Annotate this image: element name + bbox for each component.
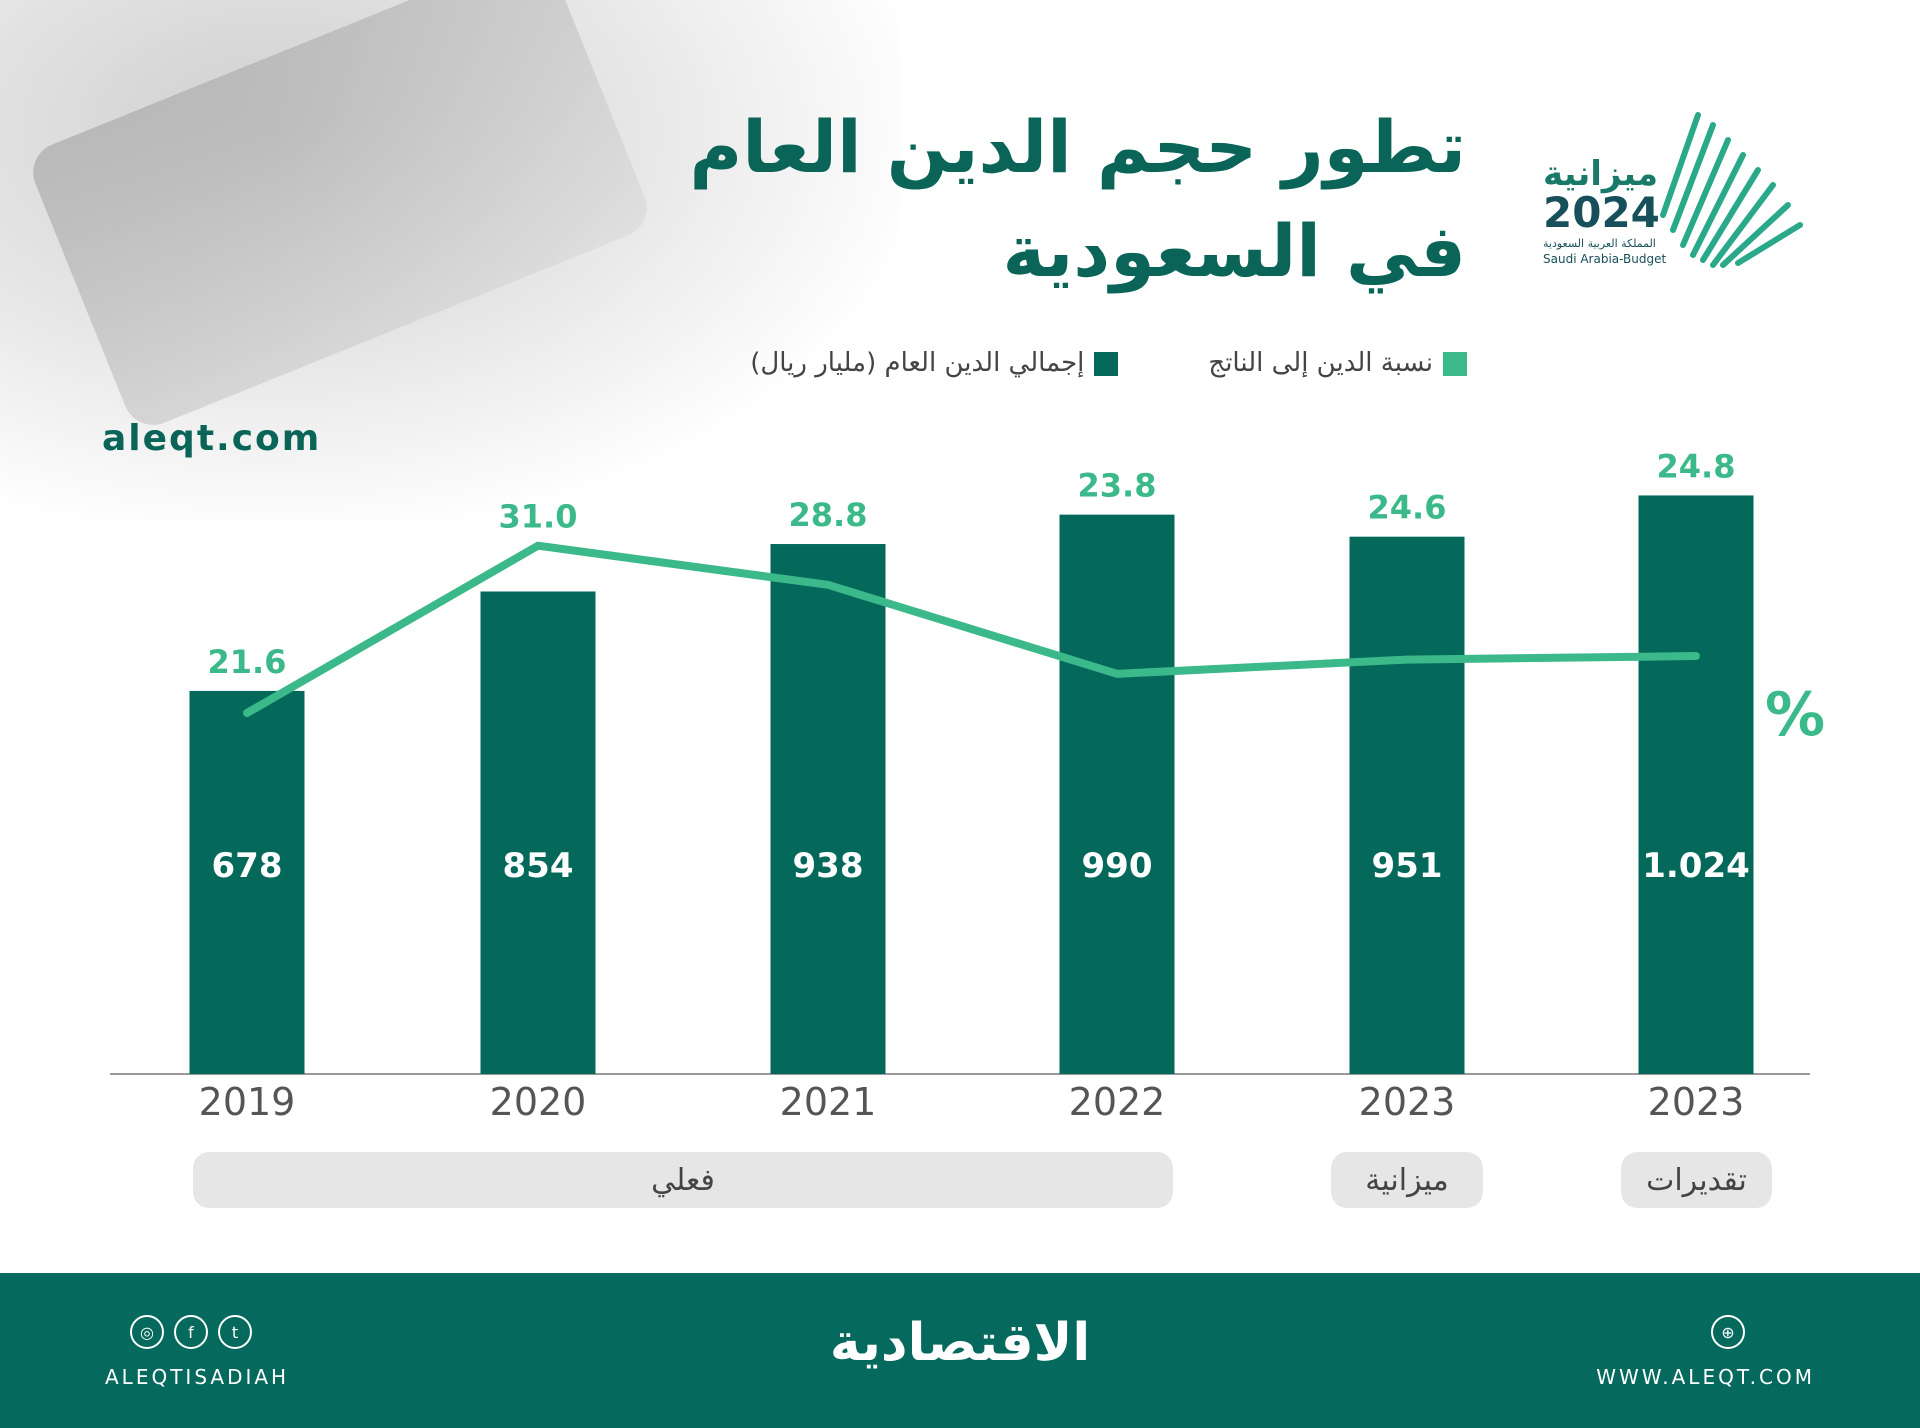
- social-handle: ALEQTISADIAH: [105, 1365, 290, 1389]
- percent-unit-label: %: [1765, 680, 1825, 750]
- x-tick-label: 2019: [199, 1080, 296, 1124]
- x-tick-label: 2023: [1648, 1080, 1745, 1124]
- legend: نسبة الدين إلى الناتج إجمالي الدين العام…: [750, 348, 1467, 378]
- legend-swatch-line: [1443, 351, 1467, 376]
- bar: [480, 591, 596, 1074]
- website-link[interactable]: WWW.ALEQT.COM: [1596, 1365, 1815, 1389]
- facebook-icon[interactable]: f: [174, 1315, 208, 1349]
- twitter-icon[interactable]: t: [218, 1315, 252, 1349]
- x-tick-label: 2022: [1069, 1080, 1166, 1124]
- group-label-actual: فعلي: [193, 1152, 1173, 1208]
- bar: [1059, 514, 1175, 1074]
- legend-item-ratio: نسبة الدين إلى الناتج: [1208, 348, 1467, 378]
- bar: [1349, 536, 1465, 1074]
- chart: 678 2019 854 2020 938 2021 990 2022 951 2023 1.024…: [110, 447, 1825, 1124]
- bar: [189, 690, 305, 1074]
- budget-2024-logo: ميزانية 2024 المملكة العربية السعودية Sa…: [1543, 112, 1803, 268]
- ratio-line: [243, 541, 1700, 717]
- ratio-value-label: 23.8: [1078, 467, 1157, 505]
- title-line-1: تطور حجم الدين العام: [689, 105, 1467, 189]
- ratio-value-label: 24.6: [1368, 489, 1447, 527]
- globe-icon: ⊕: [1711, 1315, 1745, 1349]
- group-label-budget: ميزانية: [1331, 1152, 1483, 1208]
- instagram-icon[interactable]: ◎: [130, 1315, 164, 1349]
- bar-value-label: 990: [1082, 846, 1153, 886]
- x-tick-label: 2023: [1359, 1080, 1456, 1124]
- logo-year: 2024: [1543, 188, 1660, 237]
- ratio-value-label: 31.0: [499, 498, 578, 536]
- page-title: تطور حجم الدين العام في السعودية: [690, 95, 1467, 303]
- site-url: aleqt.com: [102, 418, 322, 459]
- ratio-value-label: 28.8: [789, 496, 868, 534]
- brand-logo: الاقتصادية: [829, 1313, 1091, 1373]
- legend-swatch-bar: [1094, 351, 1119, 376]
- bar-value-label: 1.024: [1642, 846, 1750, 886]
- group-label-estimates: تقديرات: [1621, 1152, 1772, 1208]
- ratio-value-label: 21.6: [208, 643, 287, 681]
- x-tick-label: 2020: [490, 1080, 587, 1124]
- logo-en: Saudi Arabia-Budget: [1543, 252, 1667, 266]
- calculator-photo: [0, 0, 900, 520]
- bar-value-label: 951: [1372, 846, 1443, 886]
- legend-item-debt: إجمالي الدين العام (مليار ريال): [750, 348, 1119, 378]
- footer: ◎ f t ALEQTISADIAH الاقتصادية ⊕ WWW.ALEQ…: [0, 1273, 1920, 1428]
- ratio-value-label: 24.8: [1657, 447, 1736, 485]
- bar: [770, 544, 886, 1074]
- title-line-2: في السعودية: [1002, 209, 1466, 293]
- bar-value-label: 938: [793, 846, 864, 886]
- logo-ar: المملكة العربية السعودية: [1543, 237, 1656, 250]
- bar-value-label: 854: [503, 846, 574, 886]
- bar: [1638, 495, 1754, 1074]
- bar-value-label: 678: [212, 846, 283, 886]
- x-tick-label: 2021: [780, 1080, 877, 1124]
- logo-word: ميزانية: [1543, 154, 1658, 194]
